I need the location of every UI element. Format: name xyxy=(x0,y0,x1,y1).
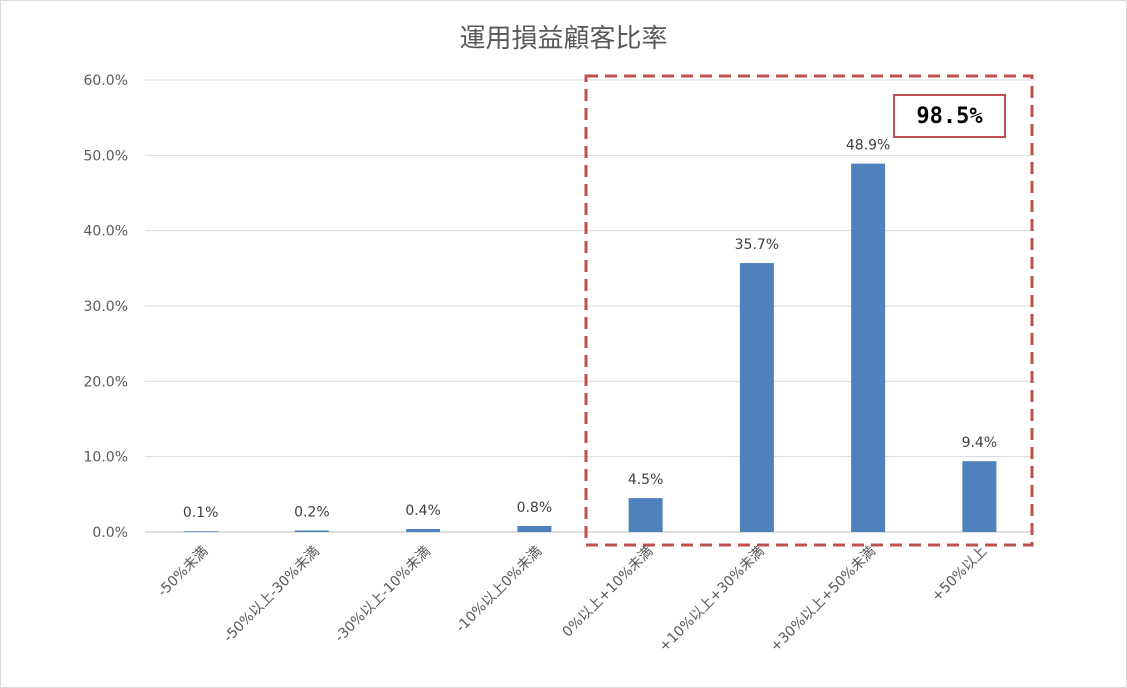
gridlines xyxy=(145,79,1035,533)
y-axis: 0.0% 10.0% 20.0% 30.0% 40.0% 50.0% 60.0% xyxy=(84,73,128,541)
x-axis: -50%未満 -50%以上-30%未満 -30%以上-10%未満 -10%以上0%未満… xyxy=(155,544,990,656)
bar xyxy=(851,163,886,532)
data-labels: 0.1% 0.2% 0.4% 0.8% 4.5% 35.7% 48.9% 9.4% xyxy=(183,138,997,522)
x-tick-label: +30%以上+50%未満 xyxy=(767,544,879,656)
y-tick-label: 0.0% xyxy=(92,525,128,541)
y-tick-label: 40.0% xyxy=(84,224,128,240)
x-tick-label: +50%以上 xyxy=(929,544,990,605)
bar xyxy=(739,263,774,532)
bar xyxy=(294,530,329,532)
y-tick-label: 60.0% xyxy=(84,73,128,89)
y-tick-label: 20.0% xyxy=(84,374,128,390)
chart-title: 運用損益顧客比率 xyxy=(459,24,668,54)
bar xyxy=(517,525,552,532)
bar-value-label: 0.1% xyxy=(183,505,219,521)
x-tick-label: -10%以上0%未満 xyxy=(453,544,545,636)
x-tick-label: -30%以上-10%未満 xyxy=(332,544,434,646)
x-tick-label: 0%以上+10%未満 xyxy=(560,544,657,641)
bar-value-label: 4.5% xyxy=(628,472,664,488)
bar-value-label: 48.9% xyxy=(846,138,890,154)
x-tick-label: -50%未満 xyxy=(155,544,212,601)
bars xyxy=(183,163,997,532)
x-tick-label: +10%以上+30%未満 xyxy=(656,544,768,656)
y-tick-label: 50.0% xyxy=(84,148,128,164)
bar xyxy=(628,498,663,532)
bar xyxy=(406,528,441,532)
bar xyxy=(183,531,218,532)
x-tick-label: -50%以上-30%未満 xyxy=(221,544,323,646)
bar-value-label: 0.4% xyxy=(405,503,441,519)
bar-value-label: 9.4% xyxy=(962,435,998,451)
highlight-total-label: 98.5% xyxy=(893,94,1006,138)
bar-value-label: 0.2% xyxy=(294,504,330,520)
bar xyxy=(962,461,997,532)
y-tick-label: 10.0% xyxy=(84,450,128,466)
bar-value-label: 35.7% xyxy=(735,237,779,253)
y-tick-label: 30.0% xyxy=(84,299,128,315)
bar-value-label: 0.8% xyxy=(517,500,553,516)
